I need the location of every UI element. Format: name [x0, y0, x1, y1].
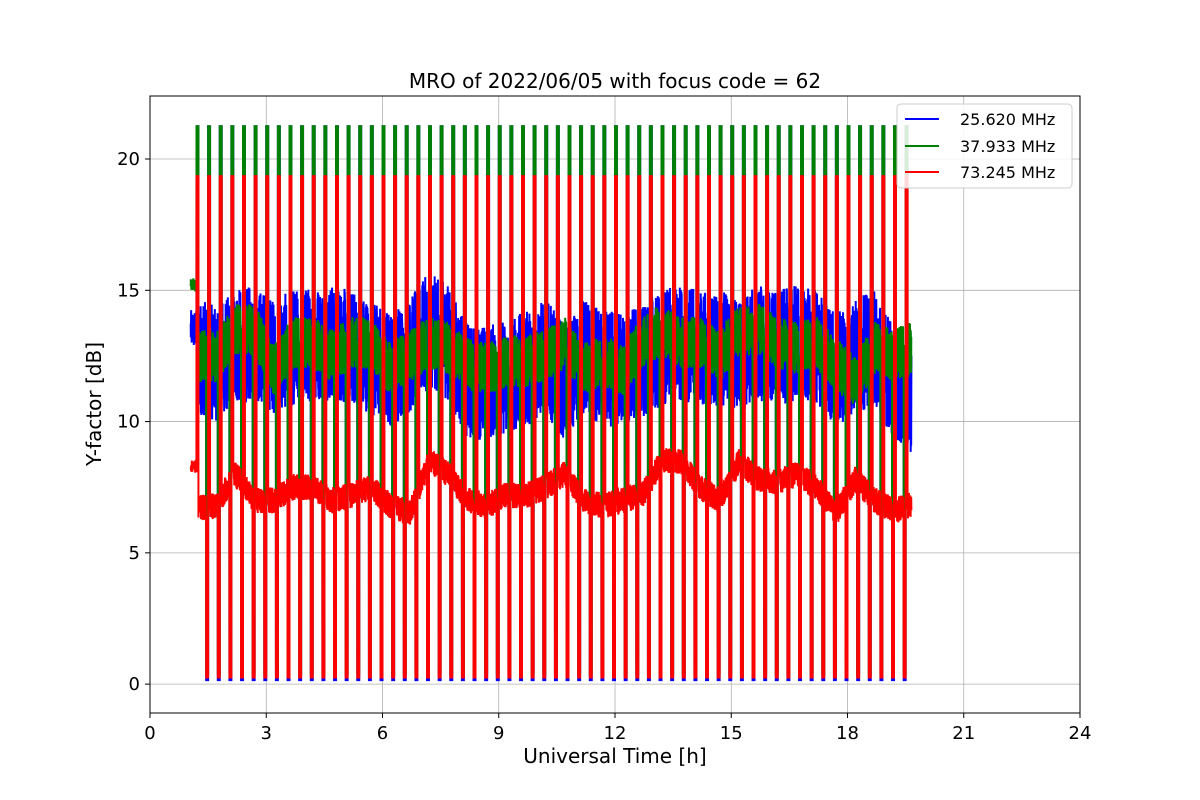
- legend-label-73-245-mhz: 73.245 MHz: [960, 163, 1055, 182]
- series-line-37-933-mhz: [189, 125, 913, 675]
- x-axis-label: Universal Time [h]: [523, 744, 706, 768]
- x-tick-label: 24: [1069, 723, 1092, 744]
- y-axis: 0 5 10 15 20: [117, 149, 150, 695]
- y-tick-label: 10: [117, 412, 140, 433]
- x-tick-label: 9: [493, 723, 504, 744]
- x-tick-label: 0: [144, 723, 155, 744]
- legend-box: [896, 103, 1073, 189]
- y-tick-label: 0: [129, 674, 140, 695]
- y-axis-label: Y-factor [dB]: [82, 342, 106, 467]
- x-tick-label: 6: [377, 723, 388, 744]
- chart-title: MRO of 2022/06/05 with focus code = 62: [409, 69, 821, 93]
- legend-label-25-620-mhz: 25.620 MHz: [960, 110, 1055, 129]
- series-group: [189, 125, 913, 682]
- x-tick-label: 15: [720, 723, 743, 744]
- legend-label-37-933-mhz: 37.933 MHz: [960, 137, 1055, 156]
- y-tick-label: 15: [117, 280, 140, 301]
- x-tick-label: 21: [952, 723, 975, 744]
- x-tick-label: 18: [836, 723, 859, 744]
- x-tick-label: 3: [261, 723, 272, 744]
- y-tick-label: 20: [117, 149, 140, 170]
- legend: 25.620 MHz 37.933 MHz 73.245 MHz: [896, 103, 1073, 189]
- series-line-73-245-mhz: [189, 175, 913, 679]
- x-tick-label: 12: [604, 723, 627, 744]
- x-axis: 0 3 6 9 12 15 18 21 24: [144, 713, 1091, 744]
- y-tick-label: 5: [129, 543, 140, 564]
